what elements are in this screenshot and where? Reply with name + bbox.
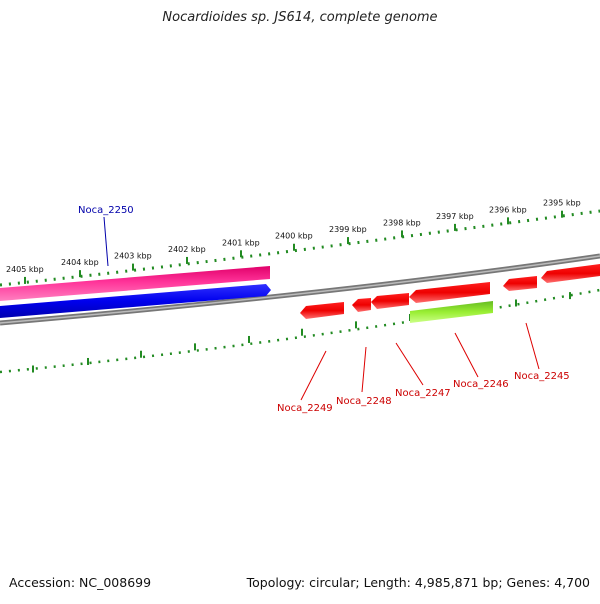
tick-label: 2396 kbp: [489, 205, 527, 214]
gene-label-noca-2246[interactable]: Noca_2246: [453, 379, 509, 390]
gene-label-noca-2248[interactable]: Noca_2248: [336, 396, 392, 407]
gene-noca-2249-arrow[interactable]: [300, 302, 344, 319]
reverse-feature-bar: [410, 301, 493, 323]
label-leaders: [103, 216, 540, 401]
gene-noca-2245-arrow-b[interactable]: [541, 264, 600, 283]
outer-major-ticks: [24, 210, 563, 284]
tick-label: 2401 kbp: [222, 238, 260, 247]
gene-noca-2246-arrow[interactable]: [409, 282, 490, 303]
genome-summary-text: Topology: circular; Length: 4,985,871 bp…: [246, 575, 590, 590]
accession-text: Accession: NC_008699: [9, 575, 152, 590]
map-title: Nocardioides sp. JS614, complete genome: [162, 10, 438, 25]
tick-label: 2399 kbp: [329, 225, 367, 234]
gene-label-noca-2245[interactable]: Noca_2245: [514, 371, 570, 382]
forward-feature-bar: [0, 266, 270, 301]
tick-label: 2397 kbp: [436, 212, 474, 221]
tick-labels: 2405 kbp 2404 kbp 2403 kbp 2402 kbp 2401 kbp…: [6, 199, 581, 274]
tick-label: 2405 kbp: [6, 265, 44, 274]
gene-noca-2245-arrow-a[interactable]: [503, 276, 537, 291]
tick-label: 2404 kbp: [61, 258, 99, 267]
tick-label: 2403 kbp: [114, 252, 152, 261]
gene-label-noca-2250[interactable]: Noca_2250: [78, 205, 134, 216]
tick-label: 2400 kbp: [275, 232, 313, 241]
gene-label-noca-2247[interactable]: Noca_2247: [395, 388, 451, 399]
outer-tick-ring: [0, 209, 600, 287]
gene-noca-2250-arrow[interactable]: [0, 284, 271, 318]
gene-label-noca-2249[interactable]: Noca_2249: [277, 403, 333, 414]
tick-label: 2402 kbp: [168, 245, 206, 254]
tick-label: 2395 kbp: [543, 199, 581, 208]
tick-label: 2398 kbp: [383, 218, 421, 227]
gene-noca-2248-arrow[interactable]: [352, 298, 371, 312]
gene-noca-2247-arrow[interactable]: [371, 293, 409, 309]
genome-backbone-highlight: [0, 255, 600, 324]
